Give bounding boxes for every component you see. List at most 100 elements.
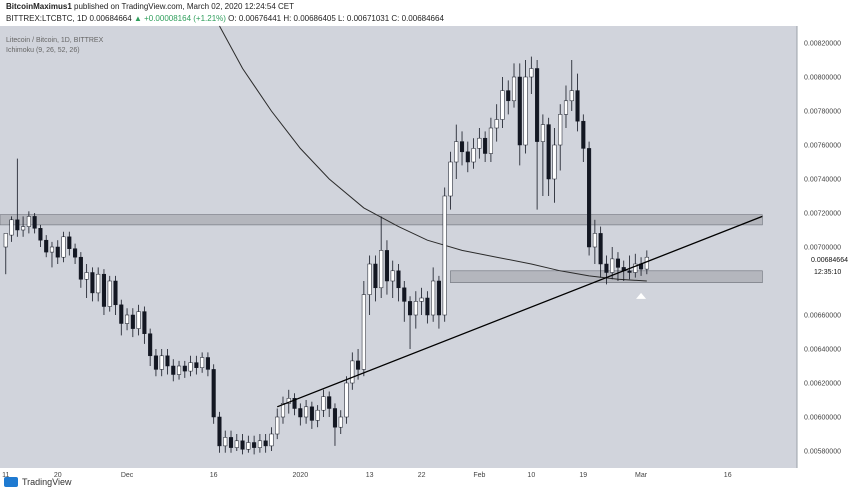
arrow-up-marker-icon [636,292,647,299]
candle-down [627,270,632,273]
candle-up [523,76,528,146]
candle-down [101,273,106,307]
candle-up [321,396,326,411]
candle-down [506,90,511,102]
candle-down [483,137,488,154]
candle-down [228,437,234,448]
indicator-legend: Ichimoku (9, 26, 52, 26) [6,47,80,54]
x-tick-label: Feb [473,472,485,479]
candle-up [552,144,557,180]
candle-up [125,314,130,324]
publish-date: published on TradingView.com, March 02, … [74,2,295,11]
candle-up [223,437,228,447]
candle-down [465,151,470,163]
current-price-tag: 0.00684664 12:35:10 [798,254,850,276]
y-tick-label: 0.00600000 [804,415,841,422]
candle-down [119,304,124,324]
candle-up [361,294,366,370]
price-change: ▲ +0.00008164 (+1.21%) [133,14,226,23]
candle-down [165,355,170,367]
y-tick-label: 0.00660000 [804,313,841,320]
x-tick-label: 16 [210,472,218,479]
candle-down [408,301,413,316]
candle-up [442,195,447,316]
ascending-trendline [276,215,763,408]
candle-up [257,440,262,448]
candle-down [598,233,603,265]
last-price: 0.00684664 [89,14,132,23]
countdown-label: 12:35:10 [814,269,841,276]
y-tick-label: 0.00720000 [804,211,841,218]
candle-down [436,280,441,316]
candle-up [558,114,563,146]
candle-up [286,398,291,404]
candle-down [182,365,187,372]
candle-up [280,403,286,418]
candle-down [113,280,118,306]
candle-up [610,258,615,273]
y-tick-label: 0.00640000 [804,347,841,354]
symbol-name: BITTREX:LTCBTC, 1D [6,14,88,23]
candle-up [563,100,569,115]
candle-down [263,440,268,447]
candle-up [454,141,459,163]
candle-down [604,263,609,273]
chart-legend-title: Litecoin / Bitcoin, 1D, BITTREX [6,37,104,44]
candle-up [500,90,505,120]
candle-down [517,76,522,146]
candle-up [569,90,574,102]
candle-down [153,355,158,370]
candle-up [511,76,517,102]
candle-down [90,272,95,294]
candle-up [275,416,280,435]
x-tick-label: 2020 [293,472,309,479]
tradingview-footer[interactable]: TradingView [4,477,72,487]
candle-down [373,263,378,289]
candle-up [3,233,8,248]
candle-up [344,382,349,418]
candle-down [142,311,147,334]
candle-down [67,236,72,249]
candle-down [148,333,153,357]
candle-up [246,442,251,450]
candle-up [367,263,372,295]
candle-up [494,119,499,129]
candle-down [459,141,465,153]
x-tick-label: Mar [635,472,648,479]
y-tick-label: 0.00780000 [804,109,841,116]
candle-down [130,314,135,329]
candle-up [477,137,482,149]
ohlc-values: O: 0.00676441 H: 0.00686405 L: 0.0067103… [228,14,444,23]
candle-up [21,226,26,231]
candle-down [581,120,586,149]
candle-down [217,416,222,447]
current-price-label: 0.00684664 [811,257,848,264]
publish-info: BitcoinMaximus1 published on TradingView… [6,2,294,11]
x-tick-label: 19 [579,472,587,479]
plot-area[interactable] [0,26,797,468]
candle-up [644,256,649,270]
candle-up [431,280,436,316]
x-tick-label: 13 [366,472,374,479]
candle-up [107,280,112,307]
y-tick-label: 0.00800000 [804,75,841,82]
candle-up [304,406,309,418]
candle-down [211,369,216,418]
candle-up [390,270,395,282]
candle-down [575,90,580,122]
candle-down [396,270,401,289]
candle-up [540,124,545,142]
y-tick-label: 0.00580000 [804,449,841,456]
candle-up [413,301,418,316]
candle-down [78,256,83,280]
candle-down [73,248,78,258]
candle-up [592,233,597,248]
candle-up [9,219,14,236]
candle-down [55,246,60,258]
candle-down [292,398,297,409]
author-name[interactable]: BitcoinMaximus1 [6,2,72,11]
candle-down [425,297,430,316]
candle-up [448,161,453,197]
candle-up [26,216,31,227]
